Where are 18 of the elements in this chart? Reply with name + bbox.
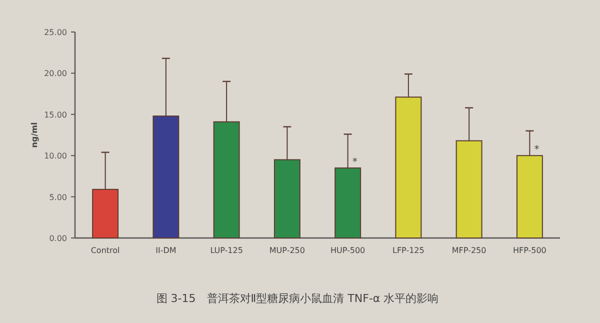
y-tick-label: 25.00 <box>44 28 67 37</box>
x-tick-label: HUP-500 <box>330 246 366 255</box>
y-tick-label: 15.00 <box>44 110 67 120</box>
y-tick-label: 0.00 <box>49 234 67 243</box>
x-tick-label: II-DM <box>156 246 176 255</box>
y-tick-label: 10.00 <box>44 152 67 161</box>
y-axis-title: ng/ml <box>30 122 39 148</box>
x-tick-label: LUP-125 <box>210 246 243 255</box>
x-tick-label: LFP-125 <box>392 246 424 255</box>
x-tick-label: HFP-500 <box>512 246 546 255</box>
data-label: * <box>534 144 540 156</box>
caption: 图 3-15 普洱茶对Ⅱ型糖尿病小鼠血清 TNF-α 水平的影响 <box>156 292 439 305</box>
x-tick-label: Control <box>90 246 120 255</box>
y-tick-label: 5.00 <box>49 192 67 202</box>
y-tick-label: 20.00 <box>44 69 67 78</box>
x-tick-label: MFP-250 <box>452 246 486 255</box>
data-label: * <box>352 156 358 168</box>
x-tick-label: MUP-250 <box>269 246 305 255</box>
